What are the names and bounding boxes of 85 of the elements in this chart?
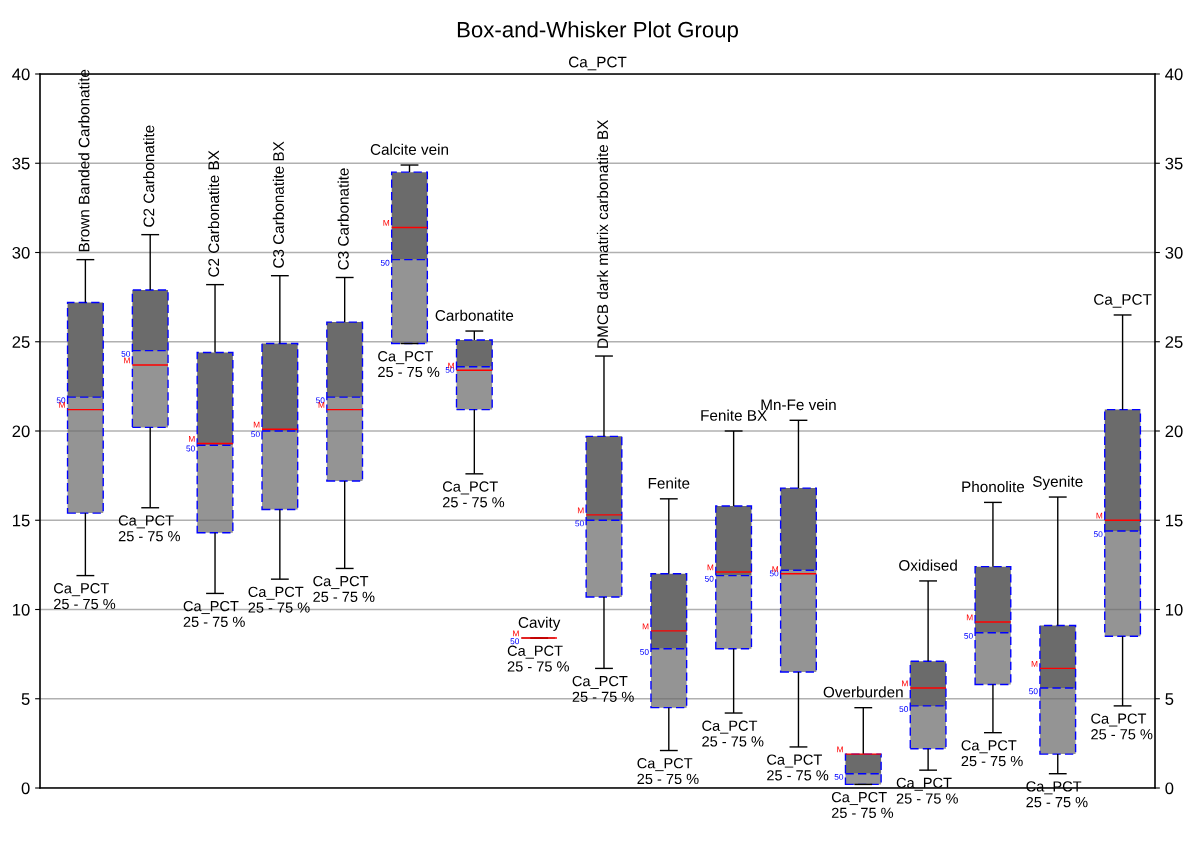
annotation: M (383, 220, 390, 226)
annotation: Ca_PCT 25 - 75 % (637, 758, 699, 785)
annotation: Ca_PCT 25 - 75 % (961, 740, 1023, 767)
text: Ca_PCT 25 - 75 % (831, 791, 894, 818)
annotation: M (124, 357, 130, 364)
y2-tick-label: 5 (1165, 693, 1174, 705)
annotation: M (642, 623, 649, 630)
y2-tick-label: 40 (1165, 68, 1183, 81)
annotation: M (1096, 512, 1103, 519)
annotation: 50 (315, 397, 325, 404)
annotation: M (253, 421, 260, 428)
y-tick-label: 5 (21, 693, 30, 705)
annotation: 50 (380, 259, 390, 266)
y2-tick-label: 35 (1165, 157, 1183, 170)
annotation: M (902, 680, 908, 687)
y-tick-label: 15 (13, 514, 30, 527)
y-tick-label: 10 (13, 603, 30, 616)
y2-tick-label: 10 (1165, 603, 1183, 616)
x-tick-label: C2 Carbonatite (143, 125, 155, 227)
x-tick-label: Syenite (1032, 475, 1083, 490)
annotation: Ca_PCT 25 - 75 % (378, 351, 440, 378)
annotation: M (513, 630, 519, 637)
y-tick-label: 20 (12, 425, 30, 438)
annotation: M (772, 566, 778, 573)
y-tick-label: 25 (12, 336, 30, 348)
annotation: 50 (575, 520, 584, 527)
x-tick-label: Carbonatite (435, 309, 514, 321)
chart-subtitle: Ca_PCT (568, 56, 627, 71)
annotation: 50 (964, 632, 973, 639)
annotation: Ca_PCT 25 - 75 % (118, 515, 181, 542)
x-tick-label: C3 Carbonatite BX (272, 141, 284, 268)
y-tick-label: 35 (12, 157, 30, 170)
annotation: 50 (121, 350, 131, 357)
y-tick-label: 30 (12, 246, 30, 259)
annotation: Ca_PCT 25 - 75 % (442, 481, 505, 508)
x-tick-label: Brown Banded Carbonatite (78, 69, 90, 252)
annotation: Ca_PCT 25 - 75 % (183, 600, 245, 627)
y2-tick-label: 15 (1165, 514, 1183, 527)
annotation: M (707, 564, 714, 571)
annotation: Ca_PCT 25 - 75 % (702, 720, 764, 747)
x-tick-label: Cavity (518, 616, 561, 631)
annotation: 50 (704, 575, 714, 582)
y2-tick-label: 30 (1165, 246, 1183, 259)
x-tick-label: Fenite BX (701, 409, 767, 421)
annotation: Ca_PCT 25 - 75 % (767, 754, 829, 781)
annotation: 50 (510, 638, 520, 645)
x-tick-label: Oxidised (899, 559, 957, 571)
x-tick-label: Mn-Fe vein (761, 398, 836, 411)
annotation: M (189, 436, 195, 442)
annotation: M (577, 507, 584, 514)
y2-tick-label: 20 (1165, 425, 1183, 438)
annotation: M (1031, 660, 1038, 667)
annotation: M (59, 402, 65, 408)
annotation: 50 (834, 773, 844, 780)
annotation: 50 (640, 648, 649, 655)
annotation: 50 (899, 706, 909, 713)
x-tick-label: C2 Carbonatite BX (207, 150, 220, 277)
annotation: Ca_PCT 25 - 75 % (54, 583, 116, 610)
annotation: Ca_PCT 25 - 75 % (1091, 713, 1153, 740)
x-tick-label: Phonolite (962, 481, 1025, 493)
annotation: Ca_PCT 25 - 75 % (572, 675, 634, 702)
y-tick-label: 0 (21, 782, 30, 795)
annotation: 50 (251, 431, 260, 438)
x-tick-label: Overburden (823, 686, 903, 698)
annotation: M (837, 746, 843, 753)
annotation: Ca_PCT 25 - 75 % (313, 575, 375, 603)
annotation: 50 (1093, 531, 1103, 538)
x-tick-label: Calcite vein (370, 143, 448, 155)
x-tick-label: DMCB dark matrix carbonatite BX (596, 119, 609, 348)
annotation: Ca_PCT 25 - 75 % (507, 645, 569, 672)
annotation: M (448, 362, 454, 369)
annotation: 50 (769, 570, 779, 577)
annotation: 50 (186, 445, 195, 452)
annotation: Ca_PCT 25 - 75 % (248, 586, 310, 613)
y2-tick-label: 0 (1165, 782, 1174, 795)
y2-tick-label: 25 (1165, 336, 1183, 348)
chart-title: Box-and-Whisker Plot Group (457, 21, 738, 42)
annotation: 50 (1029, 688, 1038, 695)
x-tick-label: C3 Carbonatite (337, 168, 349, 270)
annotation: 50 (56, 397, 66, 404)
x-tick-label: Fenite (648, 477, 690, 489)
annotation: M (318, 402, 325, 408)
y-tick-label: 40 (12, 68, 30, 81)
annotation: M (966, 614, 973, 621)
annotation: 50 (445, 366, 455, 373)
